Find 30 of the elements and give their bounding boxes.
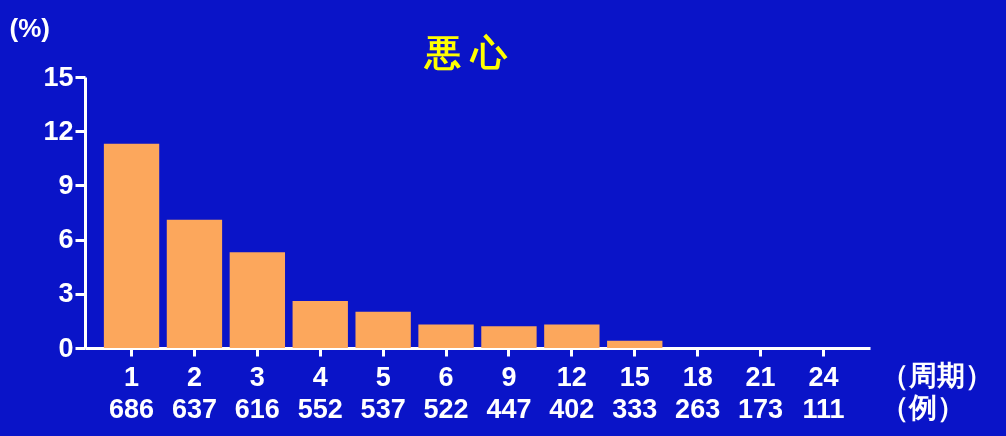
y-tick-label: 9	[58, 169, 74, 200]
x-tick-label: 18 263	[675, 361, 721, 424]
bar	[103, 143, 160, 348]
x-tick-label: 12 402	[549, 361, 595, 424]
x-tick-label: 3 616	[234, 361, 280, 424]
x-tick-label: 21 173	[738, 361, 784, 424]
bar	[544, 324, 600, 348]
chart-title: 悪 心	[422, 32, 508, 73]
bar	[481, 326, 537, 348]
x-tick-label: 1 686	[109, 361, 155, 424]
y-tick-label: 3	[58, 278, 74, 309]
x-tick-label: 15 333	[612, 361, 658, 424]
bar	[229, 252, 286, 348]
x-tick-label: 4 552	[297, 361, 343, 424]
y-tick-label: 0	[58, 332, 74, 363]
bar	[166, 219, 223, 348]
y-tick-label: 15	[43, 61, 74, 92]
x-tick-label: 6 522	[423, 361, 469, 424]
y-axis-title: (%)	[9, 12, 50, 43]
x-axis-title: （周期）（例）	[880, 359, 993, 423]
y-tick-label: 12	[43, 115, 74, 146]
x-tick-label: 5 537	[360, 361, 406, 424]
bar	[355, 311, 411, 348]
bar	[292, 301, 348, 348]
bar	[418, 324, 474, 348]
y-tick-label: 6	[58, 224, 74, 255]
bar	[607, 340, 663, 348]
x-tick-label: 2 637	[171, 361, 217, 424]
x-tick-label: 9 447	[486, 361, 532, 424]
x-tick-label: 24 111	[802, 361, 845, 424]
